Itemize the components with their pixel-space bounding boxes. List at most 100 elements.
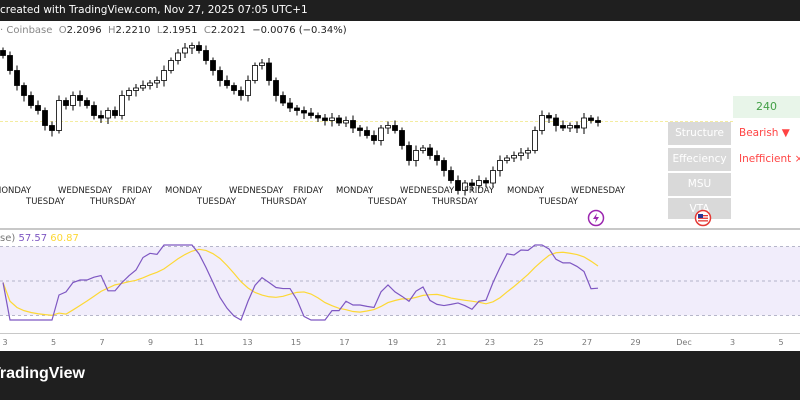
top-bar: created with TradingView.com, Nov 27, 20… xyxy=(0,0,800,21)
candle xyxy=(273,77,279,102)
candle xyxy=(497,155,503,177)
day-label: MONDAY xyxy=(507,186,545,196)
x-tick-label: 7 xyxy=(99,338,105,347)
candle xyxy=(245,75,251,102)
candle xyxy=(588,115,594,124)
x-tick-label: 3 xyxy=(2,338,8,347)
candle xyxy=(483,177,489,187)
x-tick-label: 5 xyxy=(778,338,784,347)
candle xyxy=(455,175,461,195)
candle xyxy=(105,107,111,124)
efficiency-status: Inefficient × xyxy=(739,153,800,165)
candle xyxy=(518,148,524,161)
candle xyxy=(266,58,272,86)
lightning-icon[interactable] xyxy=(587,209,605,227)
candle xyxy=(259,59,265,70)
x-tick-label: 25 xyxy=(533,338,544,347)
candle xyxy=(196,41,202,54)
rsi-line xyxy=(2,244,599,321)
candle xyxy=(182,43,188,58)
rsi-ma-value: 60.87 xyxy=(50,233,79,244)
candle xyxy=(91,101,97,120)
day-label: WEDNESDAY xyxy=(58,186,113,196)
us-flag-icon[interactable] xyxy=(694,209,712,227)
candle xyxy=(315,112,321,122)
day-label: WEDNESDAY xyxy=(571,186,626,196)
candle xyxy=(168,57,174,74)
pane-separator[interactable] xyxy=(0,228,800,230)
candle xyxy=(49,121,55,137)
high-label: H xyxy=(108,25,116,36)
candle xyxy=(224,75,230,89)
candle xyxy=(406,141,412,166)
x-tick-label: 29 xyxy=(630,338,641,347)
candle xyxy=(392,120,398,134)
candle xyxy=(35,100,41,115)
candle xyxy=(567,122,573,132)
candle xyxy=(546,112,552,123)
candle xyxy=(14,65,20,91)
close-value: 2.2021 xyxy=(210,25,246,36)
candle xyxy=(280,91,286,106)
candle xyxy=(490,166,496,188)
candle xyxy=(70,91,76,111)
candle xyxy=(175,49,181,65)
candle xyxy=(322,114,328,126)
msu-button[interactable]: MSU xyxy=(668,173,731,196)
candle xyxy=(161,65,167,87)
candle xyxy=(287,98,293,112)
candle xyxy=(147,80,153,90)
candle xyxy=(154,76,160,88)
candle xyxy=(413,145,419,167)
efficiency-button[interactable]: Effeciency xyxy=(668,148,731,171)
candle xyxy=(364,126,370,139)
candle xyxy=(581,113,587,134)
candle xyxy=(140,80,146,91)
candle xyxy=(434,150,440,166)
x-tick-label: 23 xyxy=(484,338,496,347)
structure-button[interactable]: Structure xyxy=(668,122,731,145)
candle xyxy=(350,115,356,133)
x-tick-label: 3 xyxy=(729,338,736,347)
candle xyxy=(343,116,349,127)
time-axis[interactable]: 3 5 7 9 11 13 15 17 19 21 23 25 27 29 Dec 3 5 xyxy=(0,333,800,351)
rsi-value: 57.57 xyxy=(18,233,48,244)
timeframe-badge: 240 xyxy=(733,96,800,118)
open-label: O xyxy=(58,25,67,36)
rsi-pane[interactable] xyxy=(0,230,800,333)
price-chart[interactable] xyxy=(0,21,800,229)
day-label: THURSDAY xyxy=(261,197,307,207)
x-tick-label: 27 xyxy=(581,338,593,347)
candle xyxy=(420,145,426,154)
candle xyxy=(217,66,223,87)
candle xyxy=(553,114,559,132)
day-label: TUESDAY xyxy=(26,197,65,207)
rsi-legend: se) 57.57 60.87 xyxy=(0,233,79,244)
x-tick-label: 19 xyxy=(387,338,399,347)
candle xyxy=(0,47,6,59)
candle xyxy=(385,121,391,134)
x-tick-label: 5 xyxy=(50,338,57,347)
day-label: MONDAY xyxy=(0,186,32,196)
day-label: MONDAY xyxy=(336,186,374,196)
candle xyxy=(7,51,13,75)
price-line xyxy=(0,121,733,122)
close-label: C xyxy=(203,25,211,36)
candle xyxy=(133,84,139,97)
candle xyxy=(525,147,531,159)
candle xyxy=(441,157,447,177)
candle xyxy=(511,151,517,162)
candle xyxy=(595,116,601,127)
candle xyxy=(378,125,384,146)
candle xyxy=(448,166,454,184)
candle xyxy=(539,110,545,135)
structure-status: Bearish ▼ xyxy=(739,127,790,139)
tradingview-logo: TradingView xyxy=(0,365,85,382)
footer: TradingView xyxy=(0,351,800,400)
candle xyxy=(231,82,237,95)
candle xyxy=(210,57,216,76)
day-label: THURSDAY xyxy=(432,197,478,207)
symbol-legend: · Coinbase O2.2096 H2.2210 L2.1951 C2.20… xyxy=(0,25,347,36)
candle xyxy=(56,95,62,134)
exchange: · Coinbase xyxy=(0,25,53,36)
